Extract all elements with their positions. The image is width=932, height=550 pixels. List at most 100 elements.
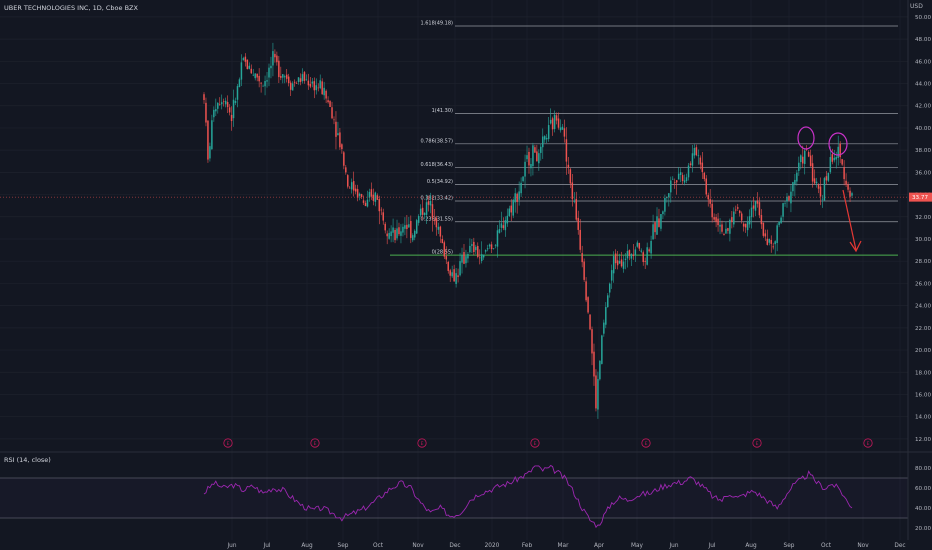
candle-body <box>433 219 436 221</box>
candle-body <box>461 254 463 263</box>
candle-body <box>412 235 414 241</box>
candle-body <box>675 180 678 183</box>
candle-body <box>528 151 530 166</box>
candle-body <box>211 120 213 150</box>
candle-body <box>670 180 672 193</box>
y-tick-label: 40.00 <box>915 126 931 132</box>
candle-body <box>463 252 465 264</box>
candle-body <box>244 56 247 62</box>
candle-body <box>427 201 430 205</box>
candle-body <box>538 153 540 164</box>
rsi-y-tick-label: 40.00 <box>915 506 931 512</box>
y-tick-label: 30.00 <box>915 237 931 243</box>
y-tick-label: 38.00 <box>915 148 931 154</box>
candle-body <box>451 272 453 277</box>
earnings-event-label: E <box>645 441 648 447</box>
candle-body <box>478 257 481 259</box>
candle-body <box>492 248 495 249</box>
candle-body <box>744 223 747 228</box>
candle-body <box>400 231 402 236</box>
candle-body <box>630 253 633 259</box>
candle-body <box>431 204 434 219</box>
rsi-y-tick-label: 60.00 <box>915 486 931 492</box>
candle-body <box>648 249 650 252</box>
rsi-y-tick-label: 80.00 <box>915 466 931 472</box>
x-tick-label: Feb <box>522 543 533 549</box>
candle-body <box>543 136 546 140</box>
candle-body <box>276 55 278 63</box>
candle-body <box>725 228 727 234</box>
candle-body <box>287 76 290 84</box>
candle-body <box>778 221 780 226</box>
candle-body <box>819 186 822 197</box>
candle-body <box>325 90 327 99</box>
candle-body <box>514 193 516 203</box>
candle-body <box>545 137 548 140</box>
candle-body <box>289 82 292 90</box>
candle-body <box>370 189 373 197</box>
candle-body <box>321 81 323 95</box>
candle-body <box>695 147 698 156</box>
candle-body <box>362 200 365 203</box>
candle-body <box>419 208 422 216</box>
candle-body <box>733 211 735 225</box>
candle-body <box>679 172 682 175</box>
candle-body <box>719 224 721 227</box>
x-tick-label: Aug <box>745 543 757 549</box>
candle-body <box>829 157 832 173</box>
y-tick-label: 50.00 <box>915 15 931 21</box>
fib-level-label: 0.786(38.57) <box>420 138 453 144</box>
x-tick-label: Apr <box>594 543 605 549</box>
candle-body <box>654 222 656 233</box>
candles <box>203 42 853 419</box>
candle-body <box>284 76 286 78</box>
double-top-circle-2 <box>828 132 848 156</box>
candle-body <box>782 203 784 217</box>
candle-body <box>835 156 837 160</box>
chart-title: UBER TECHNOLOGIES INC, 1D, Cboe BZX <box>4 4 138 12</box>
candle-body <box>583 261 585 280</box>
fib-level-label: 0.382(33.42) <box>420 196 453 202</box>
candle-body <box>845 180 847 185</box>
candle-body <box>242 58 245 61</box>
candle-body <box>608 283 611 293</box>
candle-body <box>579 229 581 250</box>
candle-body <box>203 94 205 101</box>
candle-body <box>234 100 237 103</box>
candle-body <box>542 136 544 148</box>
candle-body <box>713 217 715 220</box>
candle-body <box>366 199 369 207</box>
candle-body <box>774 241 776 245</box>
candle-body <box>282 74 284 78</box>
candle-body <box>394 229 396 241</box>
candle-body <box>490 244 493 250</box>
candle-body <box>356 189 359 198</box>
candle-body <box>839 143 841 158</box>
candle-body <box>303 72 306 81</box>
candle-body <box>794 179 796 184</box>
candle-body <box>764 233 767 237</box>
candle-body <box>388 232 390 239</box>
earnings-event-icon <box>417 438 427 448</box>
candle-body <box>291 83 294 91</box>
x-tick-label: Oct <box>821 543 832 549</box>
x-tick-label: Dec <box>449 543 460 549</box>
candle-body <box>792 182 794 192</box>
rsi-series-line <box>203 464 853 529</box>
candle-body <box>790 191 792 204</box>
candle-body <box>226 102 229 108</box>
candle-body <box>384 223 386 231</box>
candle-body <box>307 80 310 86</box>
y-tick-label: 16.00 <box>915 392 931 398</box>
candle-body <box>784 203 786 204</box>
candle-body <box>563 128 566 137</box>
current-price-value: 33.77 <box>912 195 928 201</box>
candle-body <box>772 246 774 248</box>
candle-body <box>662 211 664 215</box>
earnings-event-label: E <box>314 441 317 447</box>
candle-body <box>536 151 538 162</box>
candle-body <box>473 241 475 253</box>
candle-body <box>469 245 471 253</box>
